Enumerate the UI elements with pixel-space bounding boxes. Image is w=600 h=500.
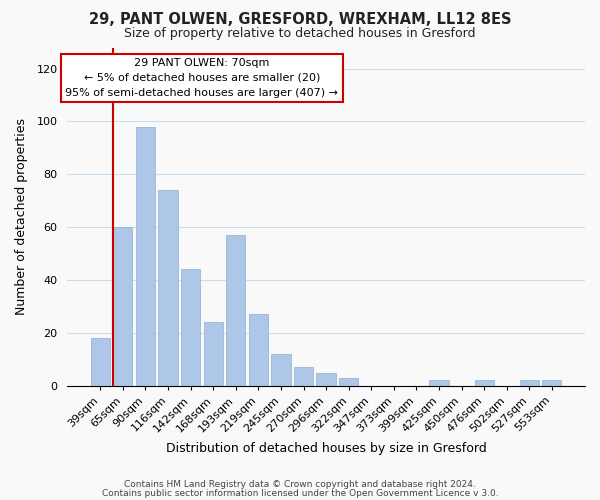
X-axis label: Distribution of detached houses by size in Gresford: Distribution of detached houses by size … [166, 442, 487, 455]
Bar [249, 314, 268, 386]
Bar [294, 368, 313, 386]
Text: 29, PANT OLWEN, GRESFORD, WREXHAM, LL12 8ES: 29, PANT OLWEN, GRESFORD, WREXHAM, LL12 … [89, 12, 511, 28]
Bar [113, 227, 133, 386]
Bar [271, 354, 290, 386]
Bar [475, 380, 494, 386]
Bar [203, 322, 223, 386]
Text: Contains HM Land Registry data © Crown copyright and database right 2024.: Contains HM Land Registry data © Crown c… [124, 480, 476, 489]
Bar [226, 235, 245, 386]
Bar [181, 270, 200, 386]
Text: Size of property relative to detached houses in Gresford: Size of property relative to detached ho… [124, 28, 476, 40]
Bar [542, 380, 562, 386]
Bar [158, 190, 178, 386]
Bar [136, 127, 155, 386]
Y-axis label: Number of detached properties: Number of detached properties [15, 118, 28, 315]
Bar [520, 380, 539, 386]
Bar [91, 338, 110, 386]
Bar [339, 378, 358, 386]
Text: 29 PANT OLWEN: 70sqm
← 5% of detached houses are smaller (20)
95% of semi-detach: 29 PANT OLWEN: 70sqm ← 5% of detached ho… [65, 58, 338, 98]
Bar [430, 380, 449, 386]
Bar [316, 372, 335, 386]
Text: Contains public sector information licensed under the Open Government Licence v : Contains public sector information licen… [101, 488, 499, 498]
